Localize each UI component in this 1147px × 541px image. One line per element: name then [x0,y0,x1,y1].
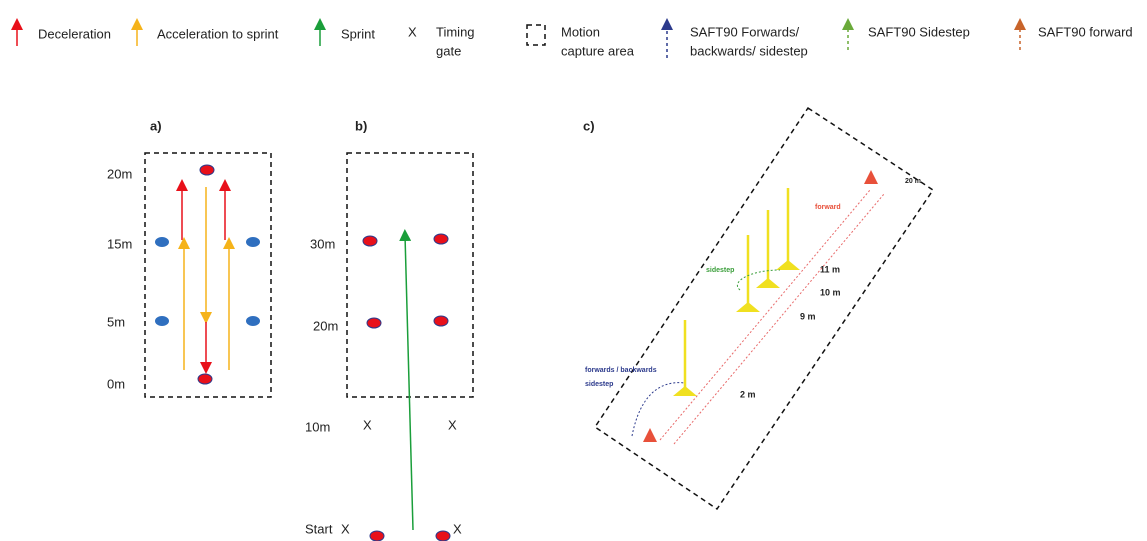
cone [246,316,260,326]
gate-mark: X [341,521,350,536]
cone [433,315,449,327]
distance-label: 15m [107,236,132,251]
panel-b: b) 30m 20m 10m Start X X X X [305,118,474,541]
distance-label: 20m [107,166,132,181]
legend-box [526,24,546,46]
panel-label: b) [355,118,367,133]
distance-label: Start [305,521,333,536]
distance-label: 5m [107,314,125,329]
path [737,269,781,291]
cone [197,373,213,385]
distance-label: 10m [305,419,330,434]
pole-bases [673,260,800,396]
annotation: 2 m [740,389,756,399]
gate-mark: X [363,417,372,432]
track [659,189,871,441]
arrow [399,229,414,531]
cone [433,233,449,245]
legend-label: SAFT90 Sidestep [868,24,970,39]
annotation: forward [815,204,841,211]
panel-label: c) [583,118,595,133]
capture-area [144,152,272,398]
panel-a: a) 20m 15m 5m 0m [107,118,272,398]
gate-mark: X [448,417,457,432]
legend-label: Timing [436,24,475,39]
legend-label: Deceleration [38,26,111,41]
legend-label: Acceleration to sprint [157,26,279,41]
annotation: 9 m [800,311,816,321]
legend-label: SAFT90 Forwards/ [690,24,799,39]
cone [435,530,451,541]
annotation: forwards / backwards [585,367,657,374]
legend: Deceleration Acceleration to sprint Spri… [11,18,1133,58]
annotation: 11 m [820,264,840,274]
annotation: 10 m [820,287,841,297]
legend-symbol: X [408,24,417,39]
legend-label: gate [436,43,461,58]
capture-area [346,152,474,398]
path [631,382,686,437]
panel-c: c) 20 m forward sidestep 11 m 10 m 9 m f… [583,106,935,511]
legend-label: capture area [561,43,635,58]
cone [199,164,215,176]
cone [643,428,657,442]
poles [683,188,790,390]
legend-label: backwards/ sidestep [690,43,808,58]
distance-label: 30m [310,236,335,251]
annotation: sidestep [706,267,734,274]
track [673,193,885,445]
legend-label: SAFT90 forward [1038,24,1133,39]
cone [369,530,385,541]
cone [362,235,378,247]
panel-label: a) [150,118,162,133]
distance-label: 0m [107,376,125,391]
legend-label: Sprint [341,26,375,41]
cone [155,316,169,326]
cone [246,237,260,247]
cone [155,237,169,247]
legend-label: Motion [561,24,600,39]
cone [366,317,382,329]
annotation: 20 m [905,178,921,185]
capture-area [593,106,935,511]
gate-mark: X [453,521,462,536]
distance-label: 20m [313,318,338,333]
annotation: sidestep [585,381,613,388]
cone [864,170,878,184]
